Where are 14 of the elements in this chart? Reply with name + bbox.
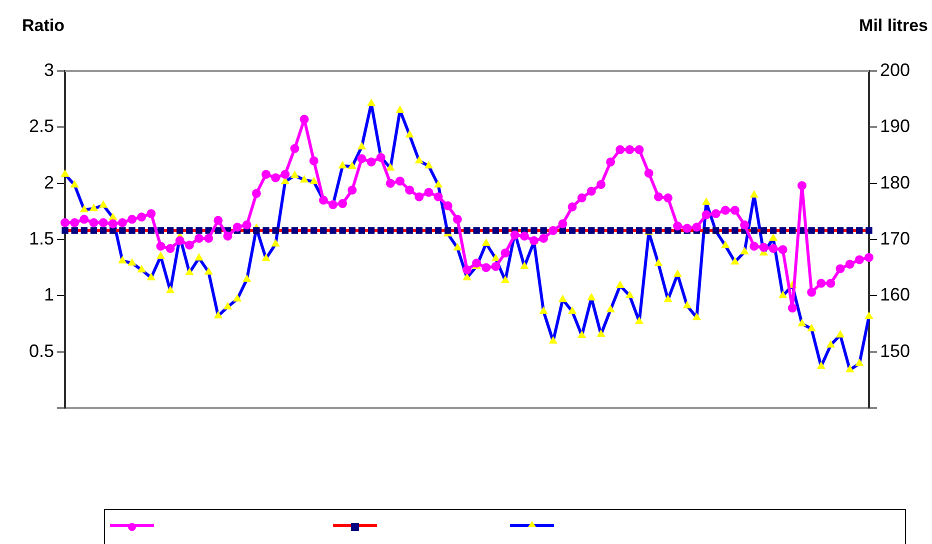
y-axis-title: Ratio xyxy=(22,16,64,36)
y2-axis-title: Mil litres xyxy=(859,16,928,36)
y2-tick-label: 150 xyxy=(880,340,910,361)
y2-tick-label: 200 xyxy=(880,60,910,80)
y-tick-label: 2 xyxy=(44,172,54,192)
y-tick-label: 0.5 xyxy=(28,340,54,361)
y2-tick-label: 190 xyxy=(880,116,910,136)
y2-tick-label: 160 xyxy=(880,284,910,305)
y-tick-label: 3 xyxy=(44,60,54,80)
y2-tick-label: 170 xyxy=(880,228,910,248)
y-tick-label: 2.5 xyxy=(28,116,54,136)
y-tick-label: 1.5 xyxy=(28,228,54,248)
y2-tick-label: 180 xyxy=(880,172,910,192)
y-tick-label: 1 xyxy=(44,284,54,305)
